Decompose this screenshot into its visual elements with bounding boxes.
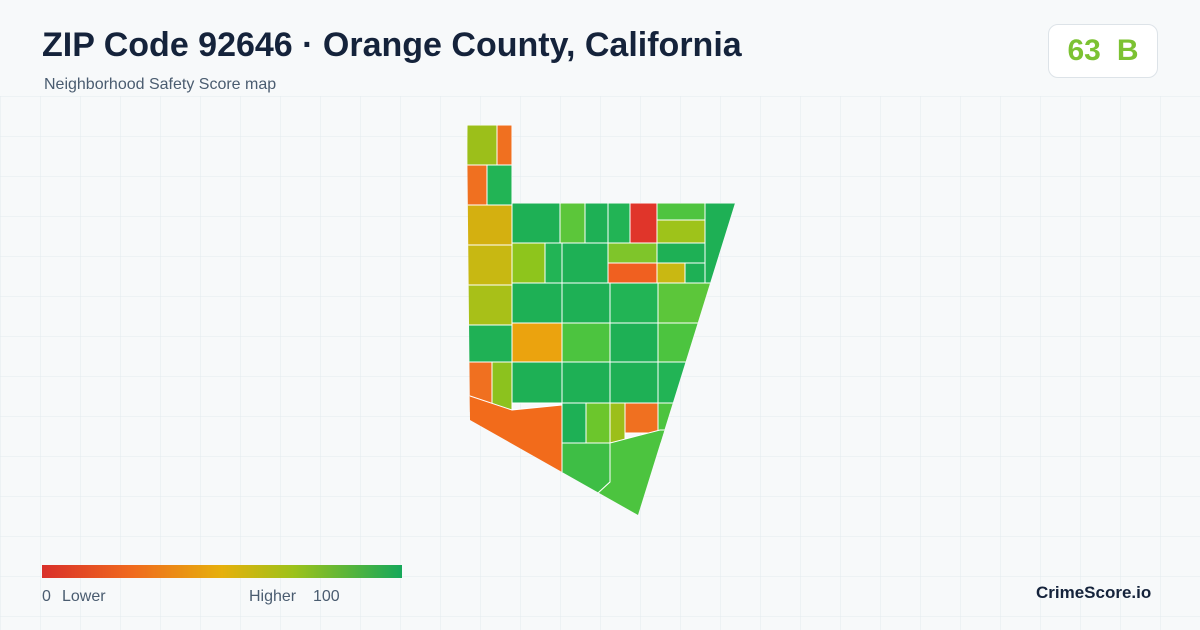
legend-min: 0	[42, 588, 51, 605]
legend-min-label: Lower	[62, 588, 106, 605]
legend-gradient	[42, 565, 402, 578]
brand: CrimeScore.io	[1036, 583, 1152, 602]
score-grade: B	[1116, 34, 1139, 67]
title: ZIP Code 92646 · Orange County, Californ…	[42, 26, 742, 64]
score-value: 63	[1067, 34, 1101, 67]
legend-max-label: Higher	[249, 588, 297, 605]
legend-max: 100	[313, 588, 340, 605]
subtitle: Neighborhood Safety Score map	[44, 76, 277, 93]
score-badge: 63 B	[1048, 24, 1158, 78]
neighborhoods	[467, 125, 735, 515]
